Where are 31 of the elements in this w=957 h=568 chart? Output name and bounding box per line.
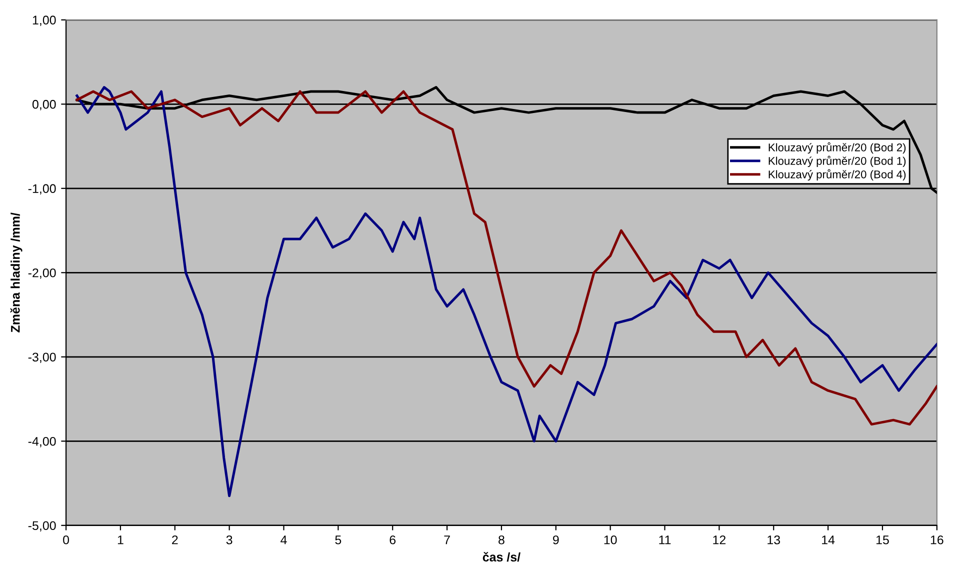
x-tick-label: 12 [713,535,726,544]
y-tick-label: -5,00 [28,521,56,532]
line-series [76,86,937,498]
y-tick-label: -3,00 [28,352,56,364]
x-tick-label: 3 [226,535,232,544]
y-tick-label: -1,00 [28,184,56,195]
x-tick-label: 15 [876,536,889,544]
x-tick-label: 6 [390,535,396,544]
x-tick-label: 8 [498,535,504,544]
x-tick-label: 1 [118,536,124,544]
x-tick-label: 10 [604,535,617,544]
x-tick-label: 0 [63,535,70,544]
legend-label: Klouzavý průměr/20 (Bod 2) [768,142,906,154]
legend-label: Klouzavý průměr/20 (Bod 4) [768,169,906,181]
x-tick-label: 7 [444,536,450,544]
x-tick-label: 14 [822,536,835,544]
legend-label: Klouzavý průměr/20 (Bod 1) [768,156,906,168]
y-tick-label: 1,00 [32,16,56,26]
x-axis-title: čas /s/ [482,552,520,562]
y-axis-title: Změna hladiny /mm/ [10,212,22,332]
x-tick-label: 9 [553,535,559,544]
x-tick-label: 5 [335,536,342,544]
x-tick-label: 4 [280,536,287,544]
x-tick-label: 13 [768,535,780,544]
x-tick-label: 2 [172,535,178,544]
x-tick-label: 16 [930,535,944,544]
x-tick-label: 11 [659,536,671,544]
y-tick-label: -4,00 [28,436,56,448]
line-series [76,90,937,426]
y-tick-label: -2,00 [28,268,56,279]
y-tick-label: 0,00 [32,100,56,110]
